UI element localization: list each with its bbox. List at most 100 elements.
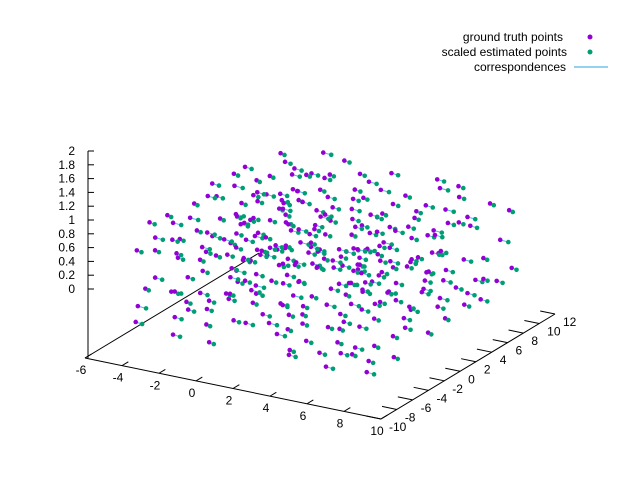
ground-truth-point — [152, 248, 158, 253]
ground-truth-point — [432, 232, 438, 238]
scaled-estimated-point — [289, 247, 295, 253]
scaled-estimated-point — [139, 321, 145, 327]
ground-truth-point — [263, 235, 269, 240]
ground-truth-point — [322, 212, 328, 217]
ground-truth-point — [393, 280, 399, 286]
scaled-estimated-point — [303, 313, 308, 319]
scaled-estimated-point — [485, 299, 490, 304]
scaled-estimated-point — [322, 251, 327, 256]
ground-truth-point — [494, 278, 499, 284]
ground-truth-point — [187, 215, 193, 221]
ground-truth-point — [239, 200, 244, 206]
ground-truth-point — [351, 268, 356, 274]
y-tick — [381, 405, 397, 410]
scaled-estimated-point — [139, 249, 144, 255]
ground-truth-point — [170, 220, 176, 226]
scaled-estimated-point — [296, 264, 301, 269]
scaled-estimated-point — [343, 256, 349, 261]
ground-truth-point — [308, 240, 314, 246]
scaled-estimated-point — [208, 251, 213, 256]
scaled-estimated-point — [365, 289, 371, 294]
scaled-estimated-point — [485, 278, 490, 284]
scaled-estimated-point — [330, 366, 336, 372]
ground-truth-point — [217, 216, 223, 221]
scaled-estimated-point — [398, 299, 404, 305]
legend-label-scaled-estimated: scaled estimated points — [442, 45, 567, 59]
ground-truth-point — [165, 212, 170, 218]
ground-truth-point — [254, 189, 260, 195]
scaled-estimated-point — [356, 303, 362, 309]
scaled-estimated-point — [332, 196, 337, 202]
ground-truth-point — [234, 231, 239, 236]
scaled-estimated-point — [339, 341, 344, 347]
ground-truth-point — [387, 224, 393, 230]
scaled-estimated-point — [315, 246, 320, 252]
ground-truth-point — [437, 185, 443, 191]
scaled-estimated-point — [217, 236, 223, 241]
ground-truth-point — [228, 274, 233, 280]
ground-truth-point — [351, 246, 356, 251]
ground-truth-point — [402, 325, 408, 331]
scaled-estimated-point — [506, 239, 511, 245]
ground-truth-point — [443, 267, 449, 273]
ground-truth-point — [296, 227, 301, 232]
ground-truth-point — [170, 332, 176, 337]
scaled-estimated-point — [514, 267, 519, 273]
scaled-estimated-point — [472, 216, 478, 222]
scaled-estimated-point — [246, 257, 251, 263]
scaled-estimated-point — [316, 228, 322, 234]
scaled-estimated-point — [347, 321, 353, 327]
ground-truth-point — [467, 223, 473, 229]
ground-truth-point — [255, 230, 261, 236]
ground-truth-point — [473, 277, 478, 283]
scaled-estimated-point — [408, 327, 413, 333]
ground-truth-point — [231, 171, 237, 177]
scaled-estimated-point — [379, 216, 384, 222]
scaled-estimated-point — [443, 250, 449, 256]
scaled-estimated-point — [242, 270, 247, 276]
scaled-estimated-point — [418, 210, 424, 216]
scaled-estimated-point — [484, 257, 490, 263]
y-tick — [476, 348, 492, 353]
ground-truth-point — [232, 183, 237, 189]
ground-truth-point — [389, 170, 394, 176]
scaled-estimated-point — [301, 262, 307, 267]
ground-truth-point — [152, 275, 158, 280]
scaled-estimated-point — [290, 314, 296, 319]
scaled-estimated-point — [247, 280, 253, 285]
scaled-estimated-point — [426, 291, 431, 297]
scaled-estimated-point — [439, 230, 445, 235]
scaled-estimated-point — [386, 189, 392, 195]
scaled-estimated-point — [282, 333, 288, 339]
ground-truth-point — [283, 212, 288, 218]
legend-marker-scaled-estimated — [587, 49, 593, 55]
ground-truth-point — [321, 256, 327, 261]
y-tick — [492, 339, 508, 344]
ground-truth-point — [255, 198, 260, 204]
scaled-estimated-point — [375, 345, 381, 351]
scaled-estimated-point — [178, 222, 184, 228]
scaled-estimated-point — [232, 298, 237, 304]
scaled-estimated-point — [365, 309, 371, 314]
ground-truth-point — [330, 205, 335, 210]
ground-truth-point — [267, 245, 273, 251]
scaled-estimated-point — [357, 208, 362, 214]
scaled-estimated-point — [240, 185, 245, 191]
scaled-estimated-point — [212, 232, 217, 237]
scaled-estimated-point — [459, 287, 464, 292]
ground-truth-point — [390, 201, 396, 207]
scaled-estimated-point — [209, 308, 214, 314]
ground-truth-point — [259, 248, 265, 254]
y-tick-label: 12 — [563, 315, 577, 329]
scaled-estimated-point — [178, 291, 184, 296]
ground-truth-point — [374, 229, 380, 235]
scaled-estimated-point — [383, 213, 389, 218]
scaled-estimated-point — [328, 152, 334, 158]
ground-truth-point — [352, 345, 358, 350]
scaled-estimated-point — [399, 282, 405, 288]
scaled-estimated-point — [393, 291, 399, 296]
ground-truth-point — [172, 289, 177, 294]
ground-truth-point — [380, 211, 385, 216]
y-tick-label: 0 — [468, 372, 475, 386]
legend: ground truth points scaled estimated poi… — [442, 30, 608, 74]
